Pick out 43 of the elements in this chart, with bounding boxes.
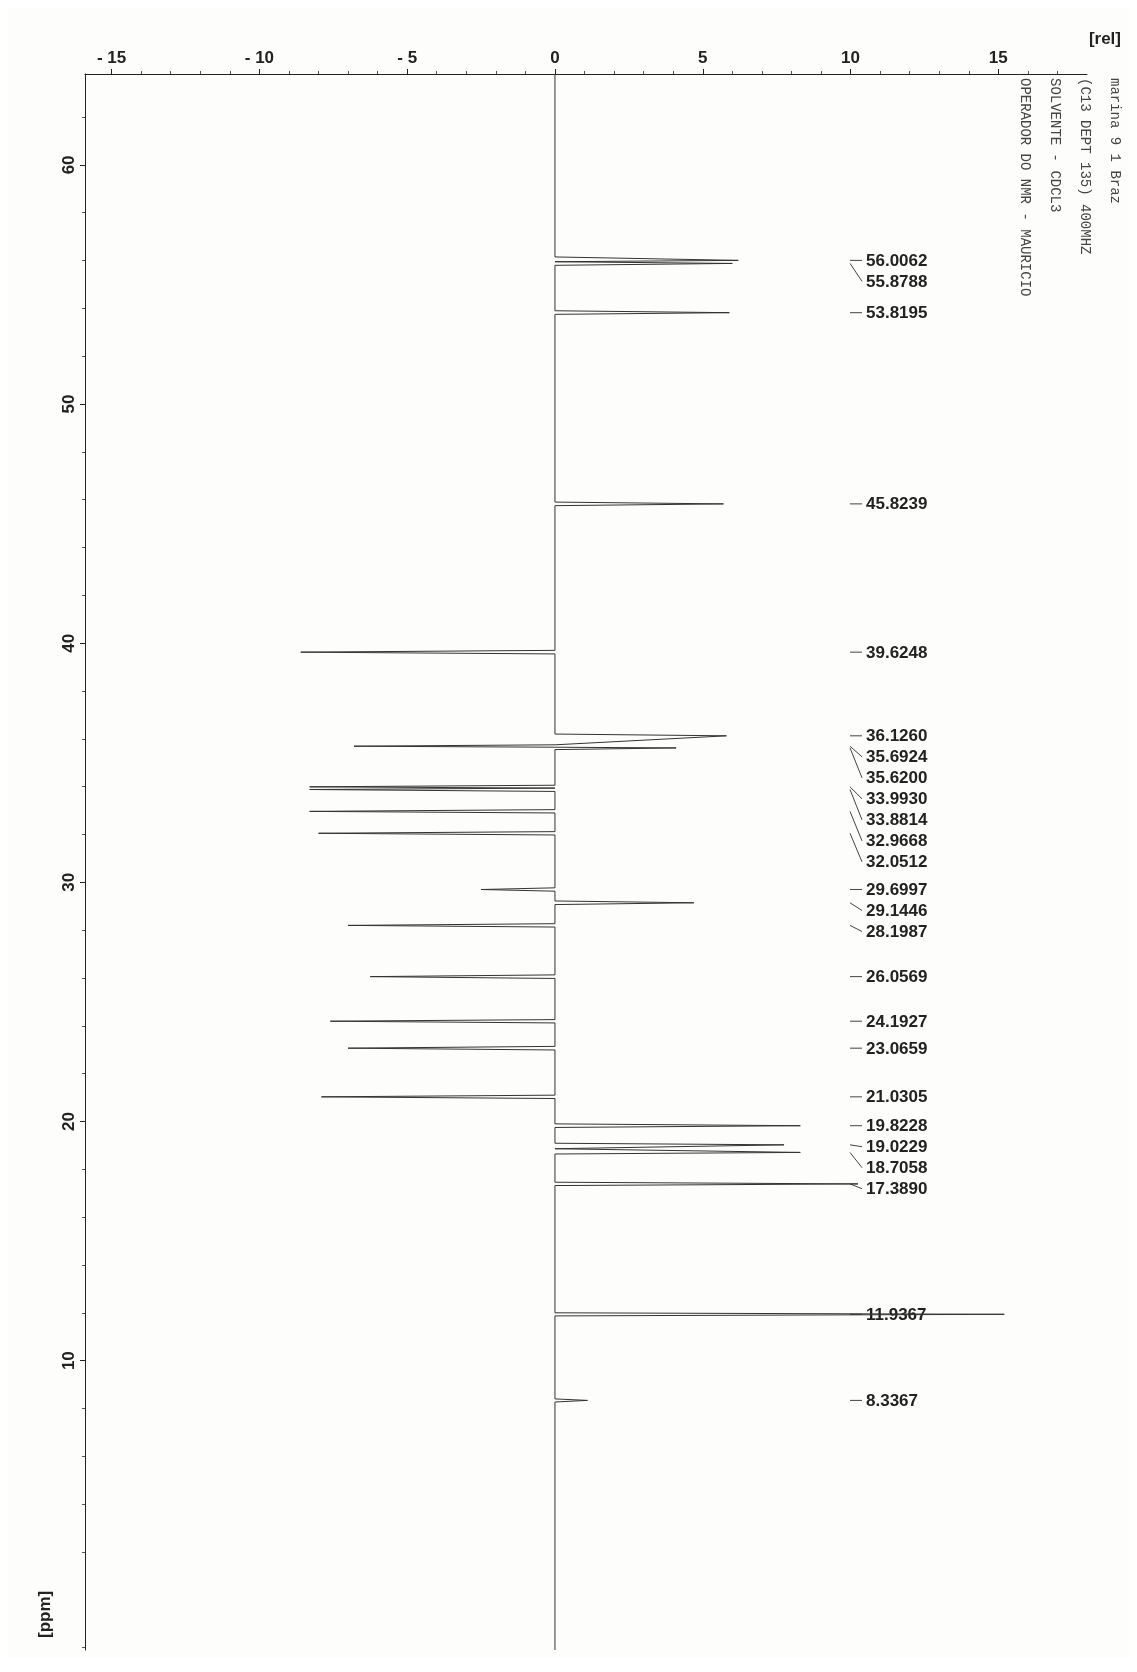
annotation: 23.0659 (866, 1038, 928, 1058)
x-tick-label: - 10 (244, 48, 275, 67)
annotation: 8.3367 (866, 1390, 918, 1410)
y-tick-label: 60 (59, 155, 78, 175)
text: marina 9 1 Braz (1107, 78, 1123, 205)
annotation: 45.8239 (866, 494, 928, 514)
y-tick-label: 20 (59, 1112, 78, 1131)
annotation: 32.0512 (866, 852, 928, 872)
annotation: 56.0062 (866, 250, 928, 270)
annotation: 21.0305 (866, 1087, 928, 1107)
annotation: 29.1446 (866, 901, 928, 921)
x-tick-label: - 5 (397, 48, 418, 67)
y-tick-label: 40 (59, 633, 78, 653)
annotation: 55.8788 (866, 271, 928, 291)
y-tick-label: 50 (59, 394, 78, 414)
annotation: 18.7058 (866, 1158, 928, 1178)
annotation: 33.8814 (866, 810, 928, 830)
annotation: 39.6248 (866, 642, 928, 662)
annotation: 19.8228 (866, 1116, 928, 1136)
x-tick-label: 5 (698, 48, 708, 67)
x-tick-label: 0 (550, 48, 560, 67)
annotation: (C13 DEPT 135) 400MHZ (1077, 78, 1093, 255)
annotation: 53.8195 (866, 303, 928, 323)
annotation: 19.0229 (866, 1137, 928, 1157)
y-axis-title: [ppm] (34, 1590, 54, 1638)
y-tick-label: 30 (59, 872, 78, 892)
annotation: 29.6997 (866, 880, 928, 900)
annotation: 17.3890 (866, 1179, 928, 1199)
x-tick-label: - 15 (96, 48, 127, 67)
annotation: 26.0569 (866, 967, 928, 987)
annotation: 24.1927 (866, 1011, 928, 1031)
annotation: OPERADOR DO NMR - MAURICIO (1017, 78, 1033, 297)
annotation: 35.6924 (866, 747, 928, 767)
x-tick-label: 15 (988, 48, 1008, 67)
annotation: 36.1260 (866, 726, 928, 746)
annotation: 35.6200 (866, 768, 928, 788)
annotation: 33.9930 (866, 789, 928, 809)
x-tick-label: 10 (841, 48, 860, 67)
annotation: SOLVENTE - CDCL3 (1047, 78, 1063, 213)
annotation: 28.1987 (866, 922, 928, 942)
annotation: 32.9668 (866, 831, 928, 851)
x-axis-title: [rel] (1088, 29, 1122, 48)
y-tick-label: 10 (59, 1351, 78, 1371)
